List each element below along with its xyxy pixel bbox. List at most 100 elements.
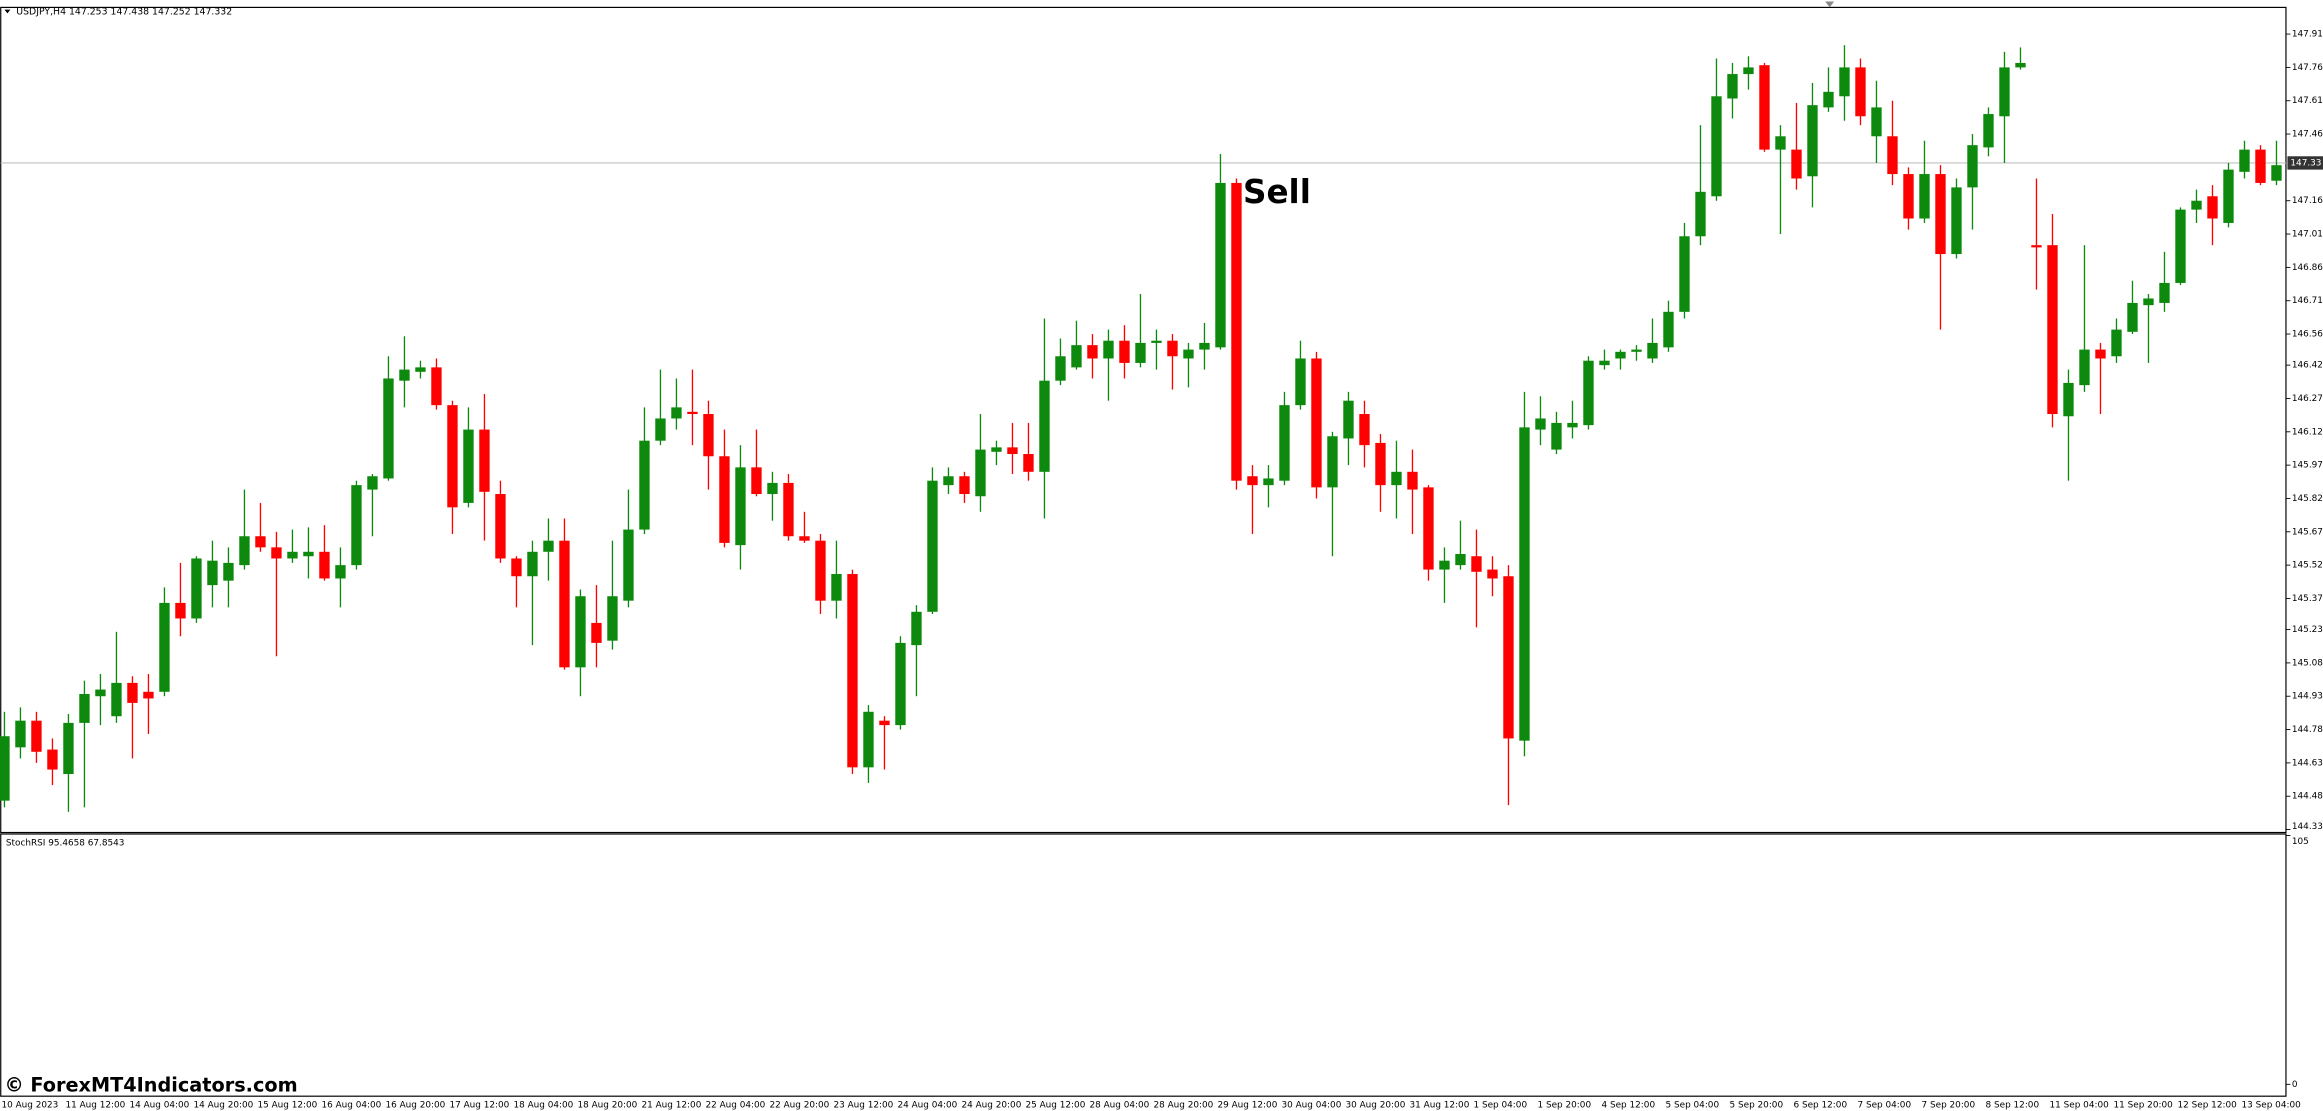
- candle-body: [1039, 380, 1050, 472]
- candle-body: [1823, 91, 1834, 108]
- y-tick-label: 145.37: [2292, 594, 2323, 604]
- candle-body: [15, 720, 26, 748]
- candle-body: [2271, 165, 2282, 181]
- candle-body: [2175, 209, 2186, 283]
- candle-body: [95, 689, 106, 697]
- candle-body: [143, 691, 154, 699]
- candle-body: [2047, 245, 2058, 415]
- candle-body: [1855, 67, 1866, 117]
- candle-body: [1631, 349, 1642, 352]
- candle-body: [447, 405, 458, 508]
- y-tick-label: 146.86: [2292, 263, 2323, 273]
- candle-body: [1151, 340, 1162, 343]
- y-tick-label: 146.56: [2292, 330, 2323, 340]
- candle-body: [1103, 340, 1114, 359]
- candle-body: [847, 574, 858, 768]
- candle-body: [2207, 196, 2218, 219]
- candle-body: [1215, 182, 1226, 348]
- candle-body: [1439, 560, 1450, 570]
- candle-body: [1711, 96, 1722, 197]
- y-tick-label: 0: [2292, 1080, 2298, 1090]
- y-tick-label: 144.78: [2292, 725, 2323, 735]
- x-tick-label: 7 Sep 20:00: [1922, 1101, 1976, 1111]
- candle-body: [2063, 382, 2074, 417]
- candle-body: [1183, 349, 1194, 359]
- x-tick-label: 22 Aug 20:00: [769, 1101, 829, 1111]
- x-tick-label: 1 Sep 04:00: [1474, 1101, 1528, 1111]
- candle-body: [1551, 422, 1562, 450]
- candle-body: [47, 749, 58, 770]
- x-tick-label: 31 Aug 12:00: [1410, 1101, 1470, 1111]
- x-tick-label: 21 Aug 12:00: [641, 1101, 701, 1111]
- x-tick-label: 18 Aug 20:00: [577, 1101, 637, 1111]
- x-tick-label: 16 Aug 04:00: [321, 1101, 381, 1111]
- candle-body: [1743, 67, 1754, 75]
- watermark: © ForexMT4Indicators.com: [4, 1073, 297, 1096]
- candle-body: [111, 682, 122, 717]
- y-tick-label: 146.12: [2292, 427, 2323, 437]
- candle-body: [2159, 282, 2170, 303]
- candle-body: [1839, 67, 1850, 97]
- candle-body: [1663, 311, 1674, 348]
- price-panel-frame: [0, 6, 2287, 834]
- candle-body: [303, 551, 314, 557]
- candle-body: [927, 480, 938, 612]
- candle-body: [1247, 476, 1258, 486]
- candle-body: [527, 551, 538, 577]
- candle-body: [223, 562, 234, 581]
- x-tick-label: 17 Aug 12:00: [449, 1101, 509, 1111]
- candle-body: [287, 551, 298, 559]
- candle-body: [2111, 329, 2122, 357]
- candle-body: [1887, 136, 1898, 175]
- chart-shift-marker: [1825, 1, 1835, 8]
- x-tick-label: 6 Sep 12:00: [1794, 1101, 1848, 1111]
- candle-body: [783, 482, 794, 537]
- y-tick-label: 144.93: [2292, 692, 2323, 702]
- candle-body: [2079, 349, 2090, 386]
- y-tick-label: 144.33: [2292, 822, 2323, 832]
- candle-body: [159, 602, 170, 692]
- x-tick-label: 16 Aug 20:00: [385, 1101, 445, 1111]
- x-tick-label: 30 Aug 20:00: [1346, 1101, 1406, 1111]
- candle-body: [575, 596, 586, 668]
- candle-body: [1263, 478, 1274, 486]
- candle-body: [207, 560, 218, 586]
- candle-body: [479, 429, 490, 492]
- x-tick-label: 5 Sep 20:00: [1730, 1101, 1784, 1111]
- candle-body: [2239, 149, 2250, 172]
- candle-body: [1343, 400, 1354, 439]
- x-tick-label: 4 Sep 12:00: [1602, 1101, 1656, 1111]
- y-tick-label: 146.71: [2292, 296, 2323, 306]
- x-tick-label: 14 Aug 04:00: [129, 1101, 189, 1111]
- candle-body: [1775, 136, 1786, 150]
- y-tick-label: 147.46: [2292, 130, 2323, 140]
- x-tick-label: 24 Aug 04:00: [897, 1101, 957, 1111]
- candle-body: [1359, 414, 1370, 446]
- candle-body: [639, 440, 650, 530]
- candle-body: [271, 547, 282, 559]
- candle-body: [751, 467, 762, 495]
- candle-body: [831, 574, 842, 601]
- candle-body: [1119, 340, 1130, 363]
- candle-body: [1071, 345, 1082, 368]
- candle-body: [367, 476, 378, 490]
- x-tick-label: 29 Aug 12:00: [1218, 1101, 1278, 1111]
- candle-body: [1135, 342, 1146, 363]
- y-tick-label: 144.63: [2292, 758, 2323, 768]
- x-tick-label: 7 Sep 04:00: [1858, 1101, 1912, 1111]
- candle-body: [1695, 191, 1706, 237]
- candle-body: [559, 540, 570, 668]
- candle-body: [2143, 298, 2154, 306]
- candle-body: [1423, 487, 1434, 570]
- candle-body: [703, 414, 714, 457]
- candle-body: [879, 720, 890, 726]
- candle-body: [1199, 342, 1210, 350]
- y-tick-label: 105: [2292, 837, 2309, 847]
- candle-body: [127, 682, 138, 703]
- chart-header: USDJPY,H4 147.253 147.438 147.252 147.33…: [16, 6, 232, 17]
- y-tick-label: 145.52: [2292, 561, 2323, 571]
- candle-body: [943, 476, 954, 486]
- candle-body: [623, 529, 634, 601]
- y-tick-label: 145.08: [2292, 658, 2323, 668]
- x-tick-label: 28 Aug 04:00: [1089, 1101, 1149, 1111]
